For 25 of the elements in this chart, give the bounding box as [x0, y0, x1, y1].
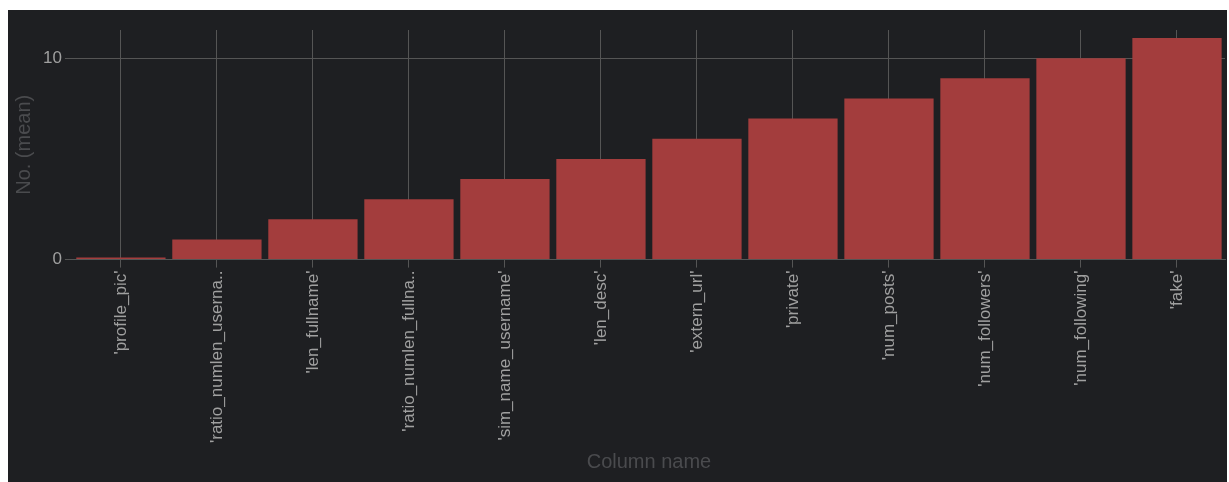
bar: [844, 98, 934, 260]
bar: [652, 138, 742, 260]
bar: [460, 179, 550, 260]
x-tick-label: 'len_desc': [590, 270, 610, 346]
bar: [268, 219, 358, 260]
x-tick-label: 'fake': [1166, 270, 1186, 310]
x-tick-label: 'num_following': [1070, 270, 1090, 386]
bar: [940, 78, 1030, 260]
x-tick-label: 'private': [782, 270, 802, 329]
x-tick-label: 'len_fullname': [302, 270, 322, 374]
x-tick-label: 'ratio_numlen_fullna..: [398, 270, 418, 432]
y-tick-label: 10: [42, 47, 62, 67]
bar: [1036, 58, 1126, 260]
bar: [172, 239, 262, 260]
y-tick-label: 0: [52, 249, 62, 269]
x-tick-label: 'num_followers': [974, 270, 994, 387]
bar: [556, 158, 646, 260]
x-tick-label: 'sim_name_username': [494, 270, 514, 441]
x-tick-label: 'profile_pic': [110, 270, 130, 355]
bar: [748, 118, 838, 260]
x-tick-label: 'ratio_numlen_userna..: [206, 270, 226, 444]
x-tick-label: 'num_posts': [878, 270, 898, 361]
x-tick-label: 'extern_url': [686, 270, 706, 353]
bar: [1132, 38, 1222, 260]
bar: [364, 199, 454, 260]
